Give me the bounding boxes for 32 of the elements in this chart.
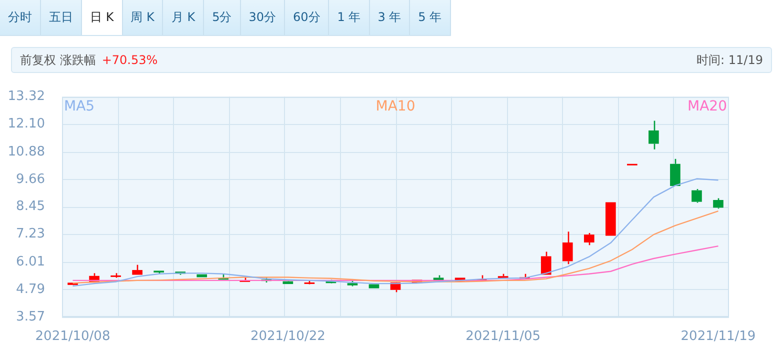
candlestick (562, 230, 573, 265)
text: 五日 (41, 0, 82, 35)
text: 60分 (284, 0, 330, 35)
y-tick-label: 10.88 (8, 144, 45, 160)
text: 5 年 (410, 0, 451, 35)
candlestick (648, 120, 659, 150)
text: MA10 (376, 98, 416, 114)
text: 月 K (163, 0, 204, 35)
y-tick-label: 8.45 (16, 199, 45, 214)
x-tick-label: 2021/11/05 (466, 329, 541, 344)
text: +70.53% (102, 53, 158, 67)
x-tick-label: 2021/10/08 (35, 329, 110, 344)
y-tick-label: 13.32 (8, 89, 45, 104)
text: 5分 (204, 0, 241, 35)
text: MA5 (64, 98, 95, 114)
y-tick-label: 7.23 (16, 226, 45, 242)
text: 周 K (122, 0, 164, 35)
text: MA20 (688, 98, 727, 114)
y-tick-label: 3.57 (16, 309, 45, 324)
y-tick-label: 6.01 (16, 254, 45, 270)
y-tick-label: 4.79 (16, 282, 45, 297)
x-tick-label: 2021/10/22 (250, 329, 326, 344)
y-tick-label: 9.66 (16, 172, 45, 187)
text: 1 年 (329, 0, 370, 35)
text: 分时 (0, 0, 41, 35)
x-tick-label: 2021/11/19 (680, 329, 756, 344)
text: 3 年 (370, 0, 410, 35)
text: 时间: 11/19 (696, 52, 763, 69)
text: 前复权 涨跌幅 (20, 53, 96, 67)
text: 30分 (240, 0, 285, 35)
text: 日 K (82, 0, 123, 35)
y-tick-label: 12.10 (8, 116, 45, 132)
